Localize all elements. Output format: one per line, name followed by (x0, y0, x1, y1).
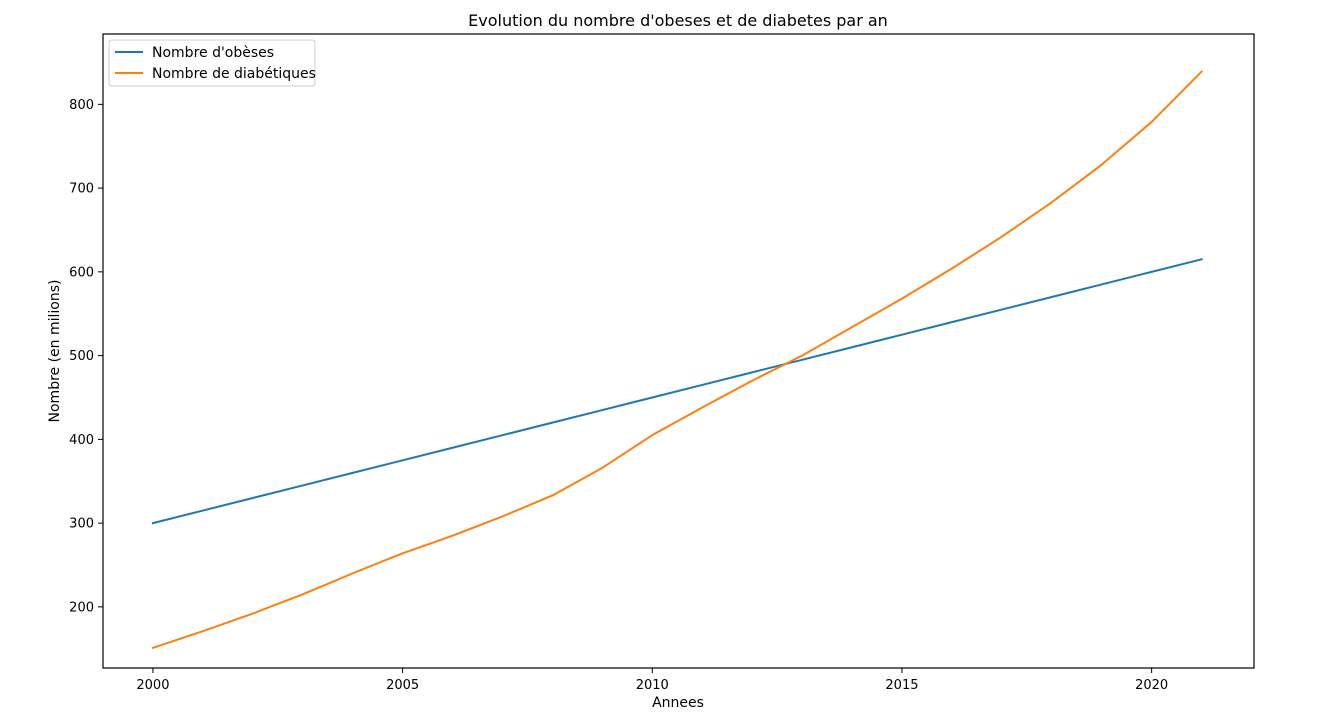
y-tick-label: 500 (69, 349, 94, 364)
y-tick-label: 800 (69, 98, 94, 113)
series-line-obeses (151, 258, 1203, 525)
x-tick-label: 2010 (636, 678, 669, 693)
y-tick-label: 700 (69, 182, 94, 197)
x-tick-label: 2000 (136, 678, 169, 693)
y-tick-label: 200 (69, 600, 94, 615)
legend: Nombre d'obèses Nombre de diabétiques (108, 39, 316, 87)
y-axis-title: Nombre (en milions) (47, 280, 63, 423)
y-tick-label: 600 (69, 265, 94, 280)
x-tick-label: 2020 (1135, 678, 1168, 693)
chart-title: Evolution du nombre d'obeses et de diabe… (468, 11, 888, 30)
x-axis-title: Annees (652, 695, 704, 711)
y-tick-label: 400 (69, 433, 94, 448)
axes-layer: 2000 2005 2010 2015 2020 200 300 400 500 600 700 80… (69, 98, 1168, 693)
legend-label-obeses: Nombre d'obèses (152, 45, 274, 61)
y-tick-label: 300 (69, 517, 94, 532)
series-layer (151, 70, 1203, 650)
legend-box (108, 39, 316, 87)
plot-frame (102, 33, 1255, 669)
x-tick-label: 2005 (386, 678, 419, 693)
x-tick-label: 2015 (885, 678, 918, 693)
legend-label-diabetiques: Nombre de diabétiques (152, 66, 316, 82)
series-line-diabetiques (151, 70, 1203, 650)
